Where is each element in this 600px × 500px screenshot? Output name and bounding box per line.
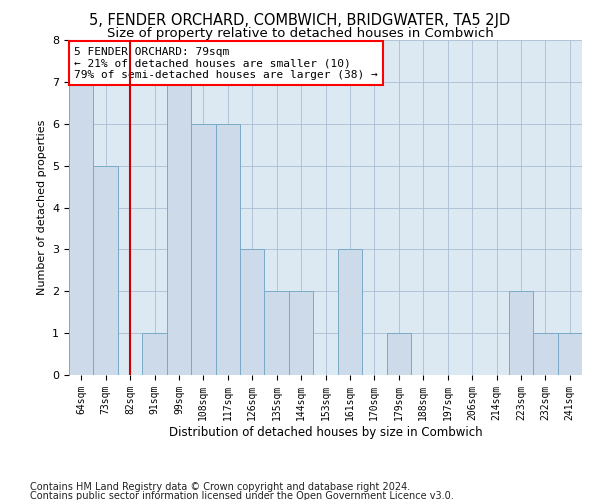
Bar [142,333,167,375]
Bar [386,333,411,375]
Bar [69,82,94,375]
Bar [94,166,118,375]
Text: Size of property relative to detached houses in Combwich: Size of property relative to detached ho… [107,28,493,40]
Bar [240,250,265,375]
Text: 5 FENDER ORCHARD: 79sqm
← 21% of detached houses are smaller (10)
79% of semi-de: 5 FENDER ORCHARD: 79sqm ← 21% of detache… [74,46,378,80]
Bar [533,333,557,375]
Bar [557,333,582,375]
Bar [338,250,362,375]
Bar [167,82,191,375]
Bar [191,124,215,375]
Bar [509,291,533,375]
Bar [215,124,240,375]
X-axis label: Distribution of detached houses by size in Combwich: Distribution of detached houses by size … [169,426,482,438]
Text: Contains public sector information licensed under the Open Government Licence v3: Contains public sector information licen… [30,491,454,500]
Text: 5, FENDER ORCHARD, COMBWICH, BRIDGWATER, TA5 2JD: 5, FENDER ORCHARD, COMBWICH, BRIDGWATER,… [89,12,511,28]
Text: Contains HM Land Registry data © Crown copyright and database right 2024.: Contains HM Land Registry data © Crown c… [30,482,410,492]
Y-axis label: Number of detached properties: Number of detached properties [37,120,47,295]
Bar [265,291,289,375]
Bar [289,291,313,375]
